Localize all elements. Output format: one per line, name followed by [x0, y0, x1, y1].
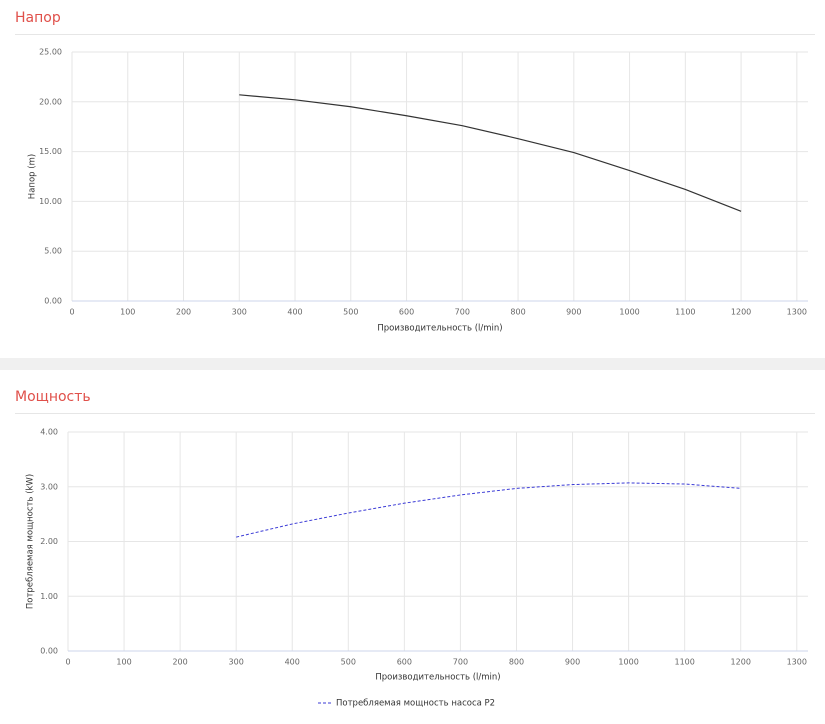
y-tick-label: 20.00 — [39, 97, 62, 106]
x-tick-label: 800 — [509, 658, 524, 667]
section-separator — [0, 358, 825, 370]
series-line — [239, 94, 742, 212]
section-title: Напор — [15, 10, 61, 26]
x-tick-label: 900 — [566, 308, 581, 317]
x-tick-label: 1300 — [787, 658, 807, 667]
y-tick-label: 0.00 — [44, 297, 62, 306]
legend-label: Потребляемая мощность насоса P2 — [336, 699, 495, 709]
y-tick-label: 3.00 — [40, 482, 58, 491]
x-tick-label: 1200 — [731, 658, 751, 667]
x-tick-label: 200 — [172, 658, 187, 667]
x-tick-label: 300 — [229, 658, 244, 667]
x-axis-title: Производительность (l/min) — [375, 673, 500, 683]
y-tick-label: 5.00 — [44, 247, 62, 256]
y-tick-label: 10.00 — [39, 197, 62, 206]
x-tick-label: 1100 — [674, 658, 694, 667]
x-tick-label: 1100 — [675, 308, 695, 317]
x-tick-label: 400 — [287, 308, 302, 317]
y-tick-label: 25.00 — [39, 48, 62, 57]
y-tick-label: 2.00 — [40, 537, 58, 546]
x-tick-label: 1300 — [787, 308, 807, 317]
x-tick-label: 800 — [510, 308, 525, 317]
x-tick-label: 0 — [65, 658, 70, 667]
x-tick-label: 300 — [232, 308, 247, 317]
x-tick-label: 100 — [116, 658, 131, 667]
x-tick-label: 1000 — [619, 308, 639, 317]
x-tick-label: 600 — [399, 308, 414, 317]
x-tick-label: 700 — [455, 308, 470, 317]
y-axis-title: Потребляемая мощность (kW) — [26, 474, 36, 609]
x-tick-label: 0 — [69, 308, 74, 317]
y-tick-label: 15.00 — [39, 147, 62, 156]
x-tick-label: 700 — [453, 658, 468, 667]
x-axis-title: Производительность (l/min) — [377, 324, 502, 334]
section-title: Мощность — [15, 389, 91, 405]
x-tick-label: 500 — [341, 658, 356, 667]
y-tick-label: 1.00 — [40, 592, 58, 601]
x-tick-label: 600 — [397, 658, 412, 667]
x-tick-label: 500 — [343, 308, 358, 317]
y-tick-label: 4.00 — [40, 428, 58, 437]
x-tick-label: 200 — [176, 308, 191, 317]
y-axis-title: Напор (m) — [28, 154, 38, 199]
series-line — [236, 482, 741, 538]
x-tick-label: 400 — [285, 658, 300, 667]
x-tick-label: 1200 — [731, 308, 751, 317]
x-tick-label: 900 — [565, 658, 580, 667]
x-tick-label: 100 — [120, 308, 135, 317]
x-tick-label: 1000 — [618, 658, 638, 667]
y-tick-label: 0.00 — [40, 647, 58, 656]
